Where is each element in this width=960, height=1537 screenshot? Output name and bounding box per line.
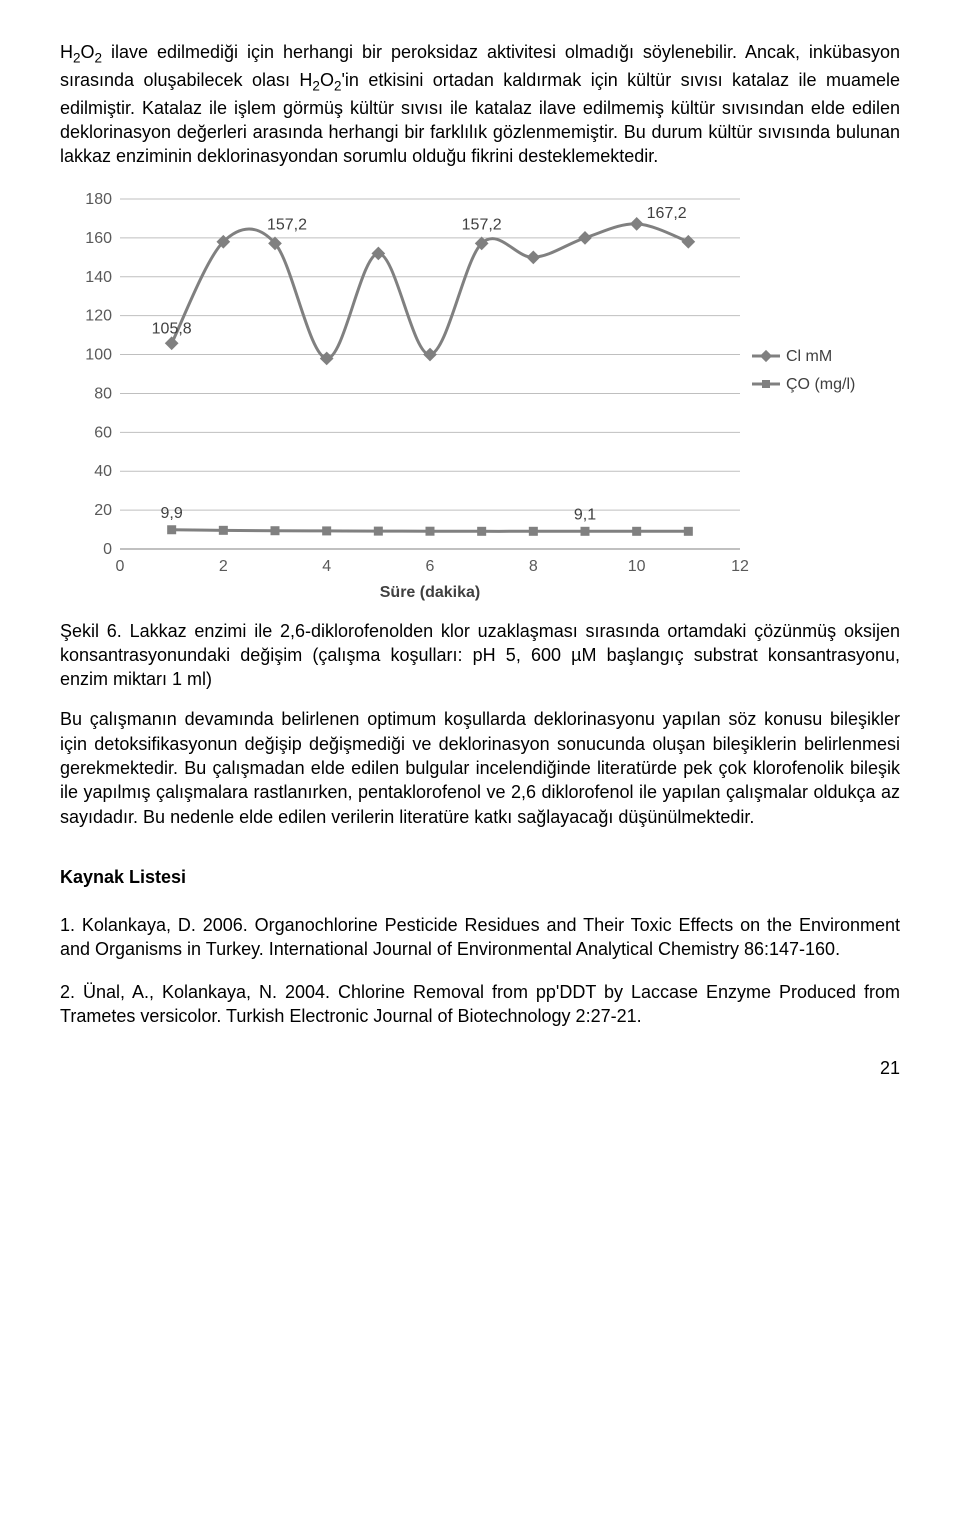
txt: 2 — [312, 78, 320, 93]
figure-caption: Şekil 6. Lakkaz enzimi ile 2,6-diklorofe… — [60, 619, 900, 692]
chart-container: 0 20 40 60 80 100 120 140 160 180 0 2 4 6 8 10 12 Süre (d… — [60, 189, 900, 609]
svg-text:157,2: 157,2 — [267, 216, 307, 233]
page-number: 21 — [60, 1056, 900, 1080]
svg-text:2: 2 — [219, 558, 228, 575]
svg-text:167,2: 167,2 — [647, 204, 687, 221]
svg-text:6: 6 — [426, 558, 435, 575]
reference-1: 1. Kolankaya, D. 2006. Organochlorine Pe… — [60, 913, 900, 962]
references-heading: Kaynak Listesi — [60, 865, 900, 889]
line-chart: 0 20 40 60 80 100 120 140 160 180 0 2 4 6 8 10 12 Süre (d… — [60, 189, 880, 609]
svg-text:160: 160 — [85, 229, 112, 246]
svg-text:180: 180 — [85, 191, 112, 208]
svg-text:0: 0 — [116, 558, 125, 575]
svg-text:157,2: 157,2 — [462, 216, 502, 233]
discussion-paragraph: Bu çalışmanın devamında belirlenen optim… — [60, 707, 900, 828]
txt: H — [60, 42, 73, 62]
svg-text:10: 10 — [628, 558, 646, 575]
svg-text:120: 120 — [85, 307, 112, 324]
txt: O — [320, 70, 334, 90]
svg-text:0: 0 — [103, 541, 112, 558]
svg-text:9,1: 9,1 — [574, 506, 596, 523]
svg-text:4: 4 — [322, 558, 331, 575]
svg-text:60: 60 — [94, 424, 112, 441]
svg-text:105,8: 105,8 — [152, 320, 192, 337]
svg-text:20: 20 — [94, 502, 112, 519]
txt: 2 — [73, 51, 81, 66]
svg-text:8: 8 — [529, 558, 538, 575]
svg-text:Cl mM: Cl mM — [786, 348, 832, 365]
svg-text:ÇO (mg/l): ÇO (mg/l) — [786, 376, 855, 393]
svg-text:80: 80 — [94, 385, 112, 402]
txt: O — [81, 42, 95, 62]
svg-text:140: 140 — [85, 268, 112, 285]
svg-text:Süre (dakika): Süre (dakika) — [380, 584, 480, 601]
reference-2: 2. Ünal, A., Kolankaya, N. 2004. Chlorin… — [60, 980, 900, 1029]
svg-text:40: 40 — [94, 463, 112, 480]
intro-paragraph: H2O2 ilave edilmediği için herhangi bir … — [60, 40, 900, 169]
svg-text:12: 12 — [731, 558, 749, 575]
svg-text:9,9: 9,9 — [161, 504, 183, 521]
txt: 2 — [95, 51, 103, 66]
svg-text:100: 100 — [85, 346, 112, 363]
